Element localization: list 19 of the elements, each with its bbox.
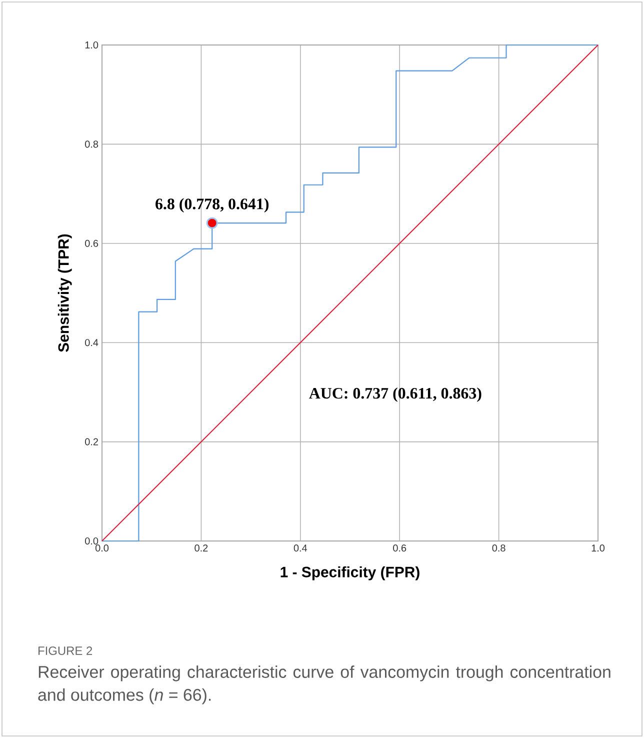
line-series: [101, 44, 599, 542]
annotation: 6.8 (0.778, 0.641): [156, 198, 269, 213]
y-tick-label: 0.8: [85, 140, 98, 148]
y-tick-label: 0.2: [85, 438, 98, 446]
x-tick-label: 0.8: [492, 544, 506, 552]
annotation: AUC: 0.737 (0.611, 0.863): [309, 387, 482, 402]
y-tick-label: 1.0: [85, 41, 98, 49]
y-tick-label: 0.6: [85, 240, 98, 247]
x-tick-label: 0.0: [95, 544, 109, 552]
y-tick-label: 0.4: [85, 339, 98, 346]
x-tick-label: 0.2: [194, 544, 208, 552]
x-tick-label: 0.6: [393, 544, 406, 552]
text: Receiver operating characteristic curve of vancomycin trough concentration and outcomes (n = 66).: [38, 666, 610, 704]
text: FIGURE 2: [38, 646, 92, 655]
x-tick-label: 0.4: [294, 544, 308, 552]
x-tick-label: 1.0: [592, 544, 605, 552]
x-axis-title: 1 - Specificity (FPR): [280, 566, 420, 580]
y-tick-label: 0.0: [85, 537, 98, 545]
y-axis-title: Sensitivity (TPR): [58, 234, 72, 352]
